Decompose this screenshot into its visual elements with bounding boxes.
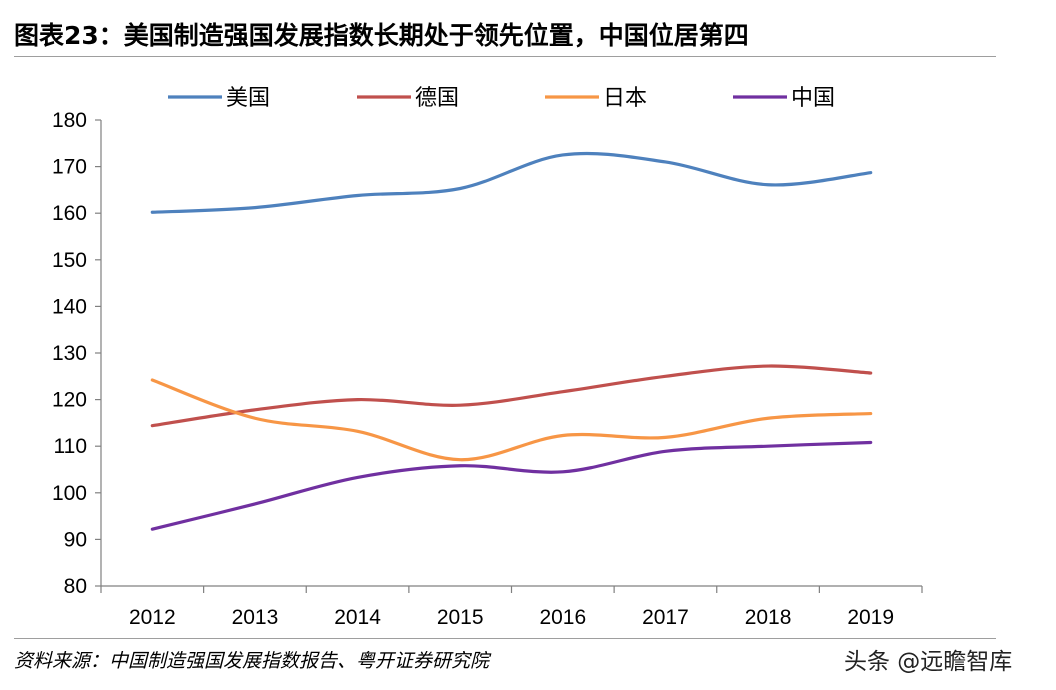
watermark: 头条 @远瞻智库 [844,649,1013,675]
y-tick-label: 80 [64,575,87,598]
chart-legend: 美国 德国 日本 中国 [168,86,835,111]
legend-label: 中国 [791,86,835,111]
chart-title: 图表23：美国制造强国发展指数长期处于领先位置，中国位居第四 [14,21,749,50]
x-axis-ticks: 2012 2013 2014 2015 2016 2017 2018 2019 [100,586,923,629]
series-lines [150,151,873,531]
y-tick-label: 120 [52,389,87,412]
x-tick-label: 2019 [847,606,894,629]
x-tick-label: 2015 [437,606,484,629]
legend-label: 德国 [415,86,459,111]
y-tick-label: 150 [52,249,87,272]
source-note: 资料来源：中国制造强国发展指数报告、粤开证券研究院 [14,650,490,672]
y-tick-label: 100 [52,482,87,505]
x-tick-label: 2012 [129,606,176,629]
series-line-1 [150,364,873,428]
legend-label: 日本 [603,86,647,111]
x-tick-label: 2018 [745,606,792,629]
series-line-0 [150,151,873,214]
legend-label: 美国 [226,86,270,111]
y-tick-label: 160 [52,202,87,225]
y-tick-label: 90 [64,528,87,551]
title-divider [14,56,996,57]
series-line-2 [150,378,873,462]
x-tick-label: 2017 [642,606,689,629]
y-tick-label: 110 [54,435,87,458]
y-tick-label: 130 [52,342,87,365]
y-tick-label: 170 [52,156,87,179]
series-line-3 [150,440,873,531]
y-tick-label: 180 [52,109,87,132]
x-tick-label: 2016 [539,606,586,629]
x-tick-label: 2013 [232,606,279,629]
y-axis-ticks: 80 90 100 110 120 130 140 150 160 170 180 [52,109,101,598]
chart-axes [100,120,922,587]
x-tick-label: 2014 [334,606,381,629]
y-tick-label: 140 [52,295,87,318]
footer-divider [14,638,996,639]
